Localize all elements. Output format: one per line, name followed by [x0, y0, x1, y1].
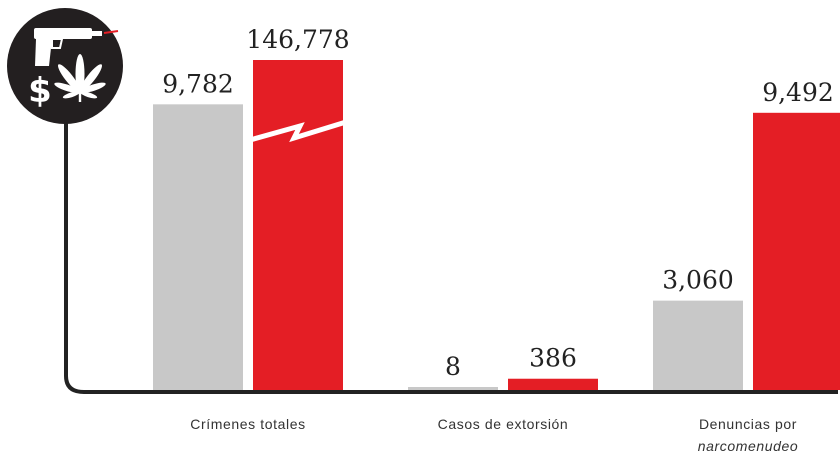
category-label-2: Casos de extorsión — [438, 416, 569, 432]
category-label-1: Crímenes totales — [190, 416, 305, 432]
pistol-icon — [34, 28, 119, 66]
value-label-series1-1: 9,782 — [162, 69, 234, 98]
bar-series2-2 — [508, 378, 598, 390]
bar-series2-3 — [753, 112, 840, 391]
cannabis-leaf-icon — [54, 54, 106, 102]
bar-series1-3 — [653, 300, 743, 390]
crime-icon-badge: $ — [7, 8, 123, 124]
bar-series2-1 — [253, 60, 343, 390]
category-label-3-line2: narcomenudeo — [698, 438, 799, 454]
icon-circle — [7, 8, 123, 124]
value-label-series2-3: 9,492 — [762, 78, 834, 107]
axis-line — [64, 105, 838, 394]
bar-series1-2 — [408, 387, 498, 390]
value-label-series1-3: 3,060 — [662, 266, 734, 295]
value-label-series2-2: 386 — [529, 344, 577, 373]
value-label-series2-1: 146,778 — [246, 25, 349, 54]
bars — [153, 60, 840, 391]
value-label-series1-2: 8 — [445, 352, 461, 381]
category-labels: Crímenes totales Casos de extorsión Denunc… — [190, 416, 799, 454]
axis-break-mark — [249, 119, 347, 143]
bar-series1-1 — [153, 104, 243, 391]
category-label-3-line1: Denuncias por — [699, 416, 797, 432]
dollar-icon: $ — [28, 71, 52, 111]
value-labels: 9,782 8 3,060 146,778 386 9,492 — [162, 25, 834, 381]
